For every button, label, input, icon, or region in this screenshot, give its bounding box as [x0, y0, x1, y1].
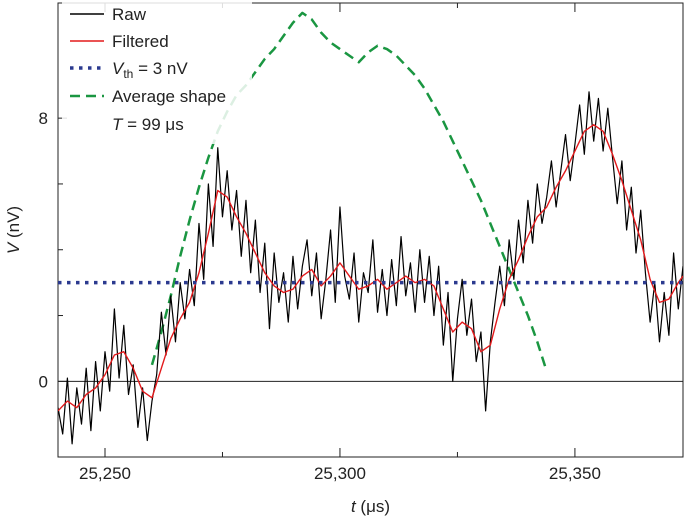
legend-label-average: Average shape: [112, 87, 226, 106]
legend-label-threshold: Vth = 3 nV: [112, 59, 188, 81]
x-tick-label: 25,300: [314, 464, 366, 483]
legend-label-average-duration: T = 99 μs: [112, 115, 184, 134]
legend-label-raw: Raw: [112, 5, 147, 24]
axis-titles: t (μs) V (nV): [4, 206, 390, 516]
x-tick-label: 25,350: [549, 464, 601, 483]
series-raw-line: [58, 91, 683, 445]
y-axis-label: V (nV): [4, 206, 23, 254]
y-tick-label: 0: [39, 372, 48, 391]
x-tick-label: 25,250: [79, 464, 131, 483]
x-axis-label: t (μs): [351, 497, 390, 516]
y-tick-label: 8: [39, 109, 48, 128]
legend-label-filtered: Filtered: [112, 32, 169, 51]
legend: Raw Filtered Vth = 3 nV Average shape T …: [62, 2, 252, 144]
series-filtered-line: [58, 124, 683, 412]
plot-border: [57, 2, 684, 458]
legend-background: [62, 2, 252, 144]
plot-frame: [57, 2, 684, 458]
tick-labels: 25,250 25,300 25,350 0 8: [39, 109, 601, 483]
